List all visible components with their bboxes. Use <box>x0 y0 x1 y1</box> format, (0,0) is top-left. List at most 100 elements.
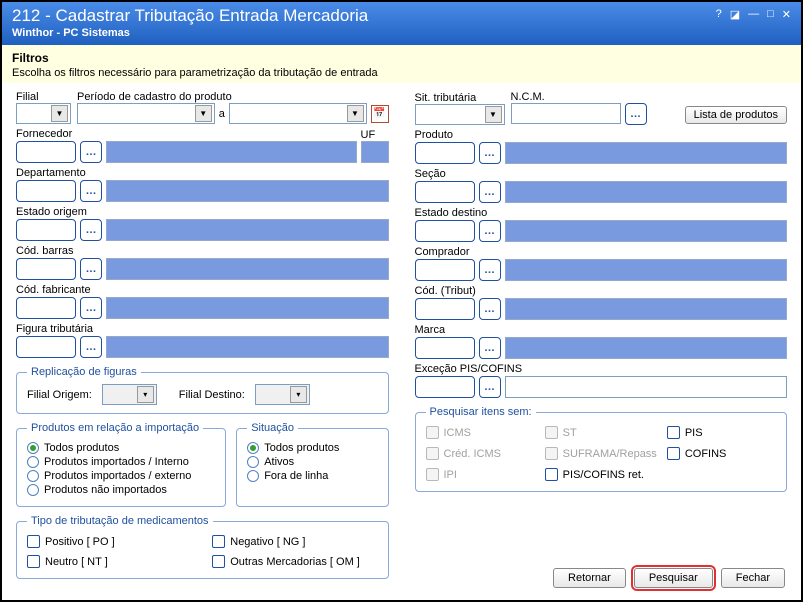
maximize-icon[interactable]: □ <box>767 8 774 21</box>
situacao-fieldset: Situação Todos produtos Ativos Fora de l… <box>236 422 388 507</box>
titlebar: 212 - Cadastrar Tributação Entrada Merca… <box>2 2 801 45</box>
estado-destino-code[interactable] <box>415 220 475 242</box>
situacao-legend: Situação <box>247 422 298 434</box>
situacao-ativos-radio[interactable]: Ativos <box>247 456 377 468</box>
chevron-down-icon[interactable]: ▼ <box>485 106 502 123</box>
med-neutro-check[interactable]: Neutro [ NT ] <box>27 555 192 568</box>
window-subtitle: Winthor - PC Sistemas <box>12 27 791 39</box>
close-icon[interactable]: ✕ <box>782 8 791 21</box>
importacao-fieldset: Produtos em relação a importação Todos p… <box>16 422 226 507</box>
estado-origem-code[interactable] <box>16 219 76 241</box>
importacao-externo-label: Produtos importados / externo <box>44 470 191 482</box>
situacao-fora-radio[interactable]: Fora de linha <box>247 470 377 482</box>
departamento-label: Departamento <box>16 167 389 179</box>
cod-barras-code[interactable] <box>16 258 76 280</box>
piscofins-ret-check[interactable]: PIS/COFINS ret. <box>545 468 657 481</box>
marca-code[interactable] <box>415 337 475 359</box>
st-check: ST <box>545 426 657 439</box>
cod-fabricante-desc <box>106 297 389 319</box>
fornecedor-desc <box>106 141 357 163</box>
cod-barras-lookup-button[interactable]: … <box>80 258 102 280</box>
chevron-down-icon[interactable]: ▾ <box>137 386 154 403</box>
cod-barras-desc <box>106 258 389 280</box>
calendar-icon[interactable]: 📅 <box>371 105 389 123</box>
comprador-code[interactable] <box>415 259 475 281</box>
help-icon[interactable]: ? <box>716 8 722 21</box>
pesquisar-sem-fieldset: Pesquisar itens sem: ICMS ST PIS Créd. I… <box>415 406 788 492</box>
minimize-icon[interactable]: — <box>748 8 759 21</box>
comprador-lookup-button[interactable]: … <box>479 259 501 281</box>
fornecedor-code[interactable] <box>16 141 76 163</box>
cod-tribut-lookup-button[interactable]: … <box>479 298 501 320</box>
filial-destino-combo[interactable]: ▾ <box>255 384 310 405</box>
situacao-todos-radio[interactable]: Todos produtos <box>247 442 377 454</box>
departamento-code[interactable] <box>16 180 76 202</box>
filial-label: Filial <box>16 91 71 103</box>
lista-produtos-button[interactable]: Lista de produtos <box>685 106 787 124</box>
med-outras-label: Outras Mercadorias [ OM ] <box>230 556 360 568</box>
importacao-interno-label: Produtos importados / Interno <box>44 456 189 468</box>
content-area: Filial ▼ Período de cadastro do produto … <box>2 83 801 600</box>
ncm-label: N.C.M. <box>511 91 647 103</box>
suframa-check: SUFRAMA/Repass <box>545 447 657 460</box>
importacao-todos-radio[interactable]: Todos produtos <box>27 442 215 454</box>
departamento-lookup-button[interactable]: … <box>80 180 102 202</box>
filial-origem-label: Filial Origem: <box>27 389 92 401</box>
chevron-down-icon[interactable]: ▼ <box>347 105 364 122</box>
importacao-externo-radio[interactable]: Produtos importados / externo <box>27 470 215 482</box>
figura-trib-code[interactable] <box>16 336 76 358</box>
cofins-check[interactable]: COFINS <box>667 447 776 460</box>
estado-origem-lookup-button[interactable]: … <box>80 219 102 241</box>
excecao-lookup-button[interactable]: … <box>479 376 501 398</box>
importacao-interno-radio[interactable]: Produtos importados / Interno <box>27 456 215 468</box>
secao-code[interactable] <box>415 181 475 203</box>
window-controls: ? ◪ — □ ✕ <box>716 8 791 21</box>
chevron-down-icon[interactable]: ▼ <box>51 105 68 122</box>
estado-destino-lookup-button[interactable]: … <box>479 220 501 242</box>
produto-code[interactable] <box>415 142 475 164</box>
med-neutro-label: Neutro [ NT ] <box>45 556 108 568</box>
cod-fabricante-code[interactable] <box>16 297 76 319</box>
secao-lookup-button[interactable]: … <box>479 181 501 203</box>
importacao-nao-label: Produtos não importados <box>44 484 167 496</box>
piscofins-ret-label: PIS/COFINS ret. <box>563 469 644 481</box>
periodo-start-combo[interactable]: ▼ <box>77 103 215 124</box>
cod-fabricante-label: Cód. fabricante <box>16 284 389 296</box>
icms-label: ICMS <box>444 427 472 439</box>
cofins-label: COFINS <box>685 448 727 460</box>
med-negativo-check[interactable]: Negativo [ NG ] <box>212 535 377 548</box>
figura-trib-lookup-button[interactable]: … <box>80 336 102 358</box>
pesquisar-button[interactable]: Pesquisar <box>634 568 713 588</box>
fechar-button[interactable]: Fechar <box>721 568 785 588</box>
secao-label: Seção <box>415 168 788 180</box>
periodo-end-combo[interactable]: ▼ <box>229 103 367 124</box>
ncm-input[interactable] <box>511 103 621 124</box>
fornecedor-lookup-button[interactable]: … <box>80 141 102 163</box>
med-outras-check[interactable]: Outras Mercadorias [ OM ] <box>212 555 377 568</box>
importacao-todos-label: Todos produtos <box>44 442 119 454</box>
sit-trib-combo[interactable]: ▼ <box>415 104 505 125</box>
chevron-down-icon[interactable]: ▼ <box>195 105 212 122</box>
pis-check[interactable]: PIS <box>667 426 776 439</box>
edit-icon[interactable]: ◪ <box>730 8 740 21</box>
a-label: a <box>219 108 225 120</box>
chevron-down-icon[interactable]: ▾ <box>290 386 307 403</box>
pesquisar-sem-legend: Pesquisar itens sem: <box>426 406 536 418</box>
departamento-desc <box>106 180 389 202</box>
marca-lookup-button[interactable]: … <box>479 337 501 359</box>
ncm-lookup-button[interactable]: … <box>625 103 647 125</box>
filial-origem-combo[interactable]: ▾ <box>102 384 157 405</box>
filial-combo[interactable]: ▼ <box>16 103 71 124</box>
med-positivo-check[interactable]: Positivo [ PO ] <box>27 535 192 548</box>
cod-tribut-code[interactable] <box>415 298 475 320</box>
st-label: ST <box>563 427 577 439</box>
retornar-button[interactable]: Retornar <box>553 568 626 588</box>
cod-fabricante-lookup-button[interactable]: … <box>80 297 102 319</box>
importacao-nao-radio[interactable]: Produtos não importados <box>27 484 215 496</box>
cred-icms-check: Créd. ICMS <box>426 447 535 460</box>
uf-field[interactable] <box>361 141 389 163</box>
produto-lookup-button[interactable]: … <box>479 142 501 164</box>
situacao-todos-label: Todos produtos <box>264 442 339 454</box>
excecao-code[interactable] <box>415 376 475 398</box>
ipi-label: IPI <box>444 469 457 481</box>
